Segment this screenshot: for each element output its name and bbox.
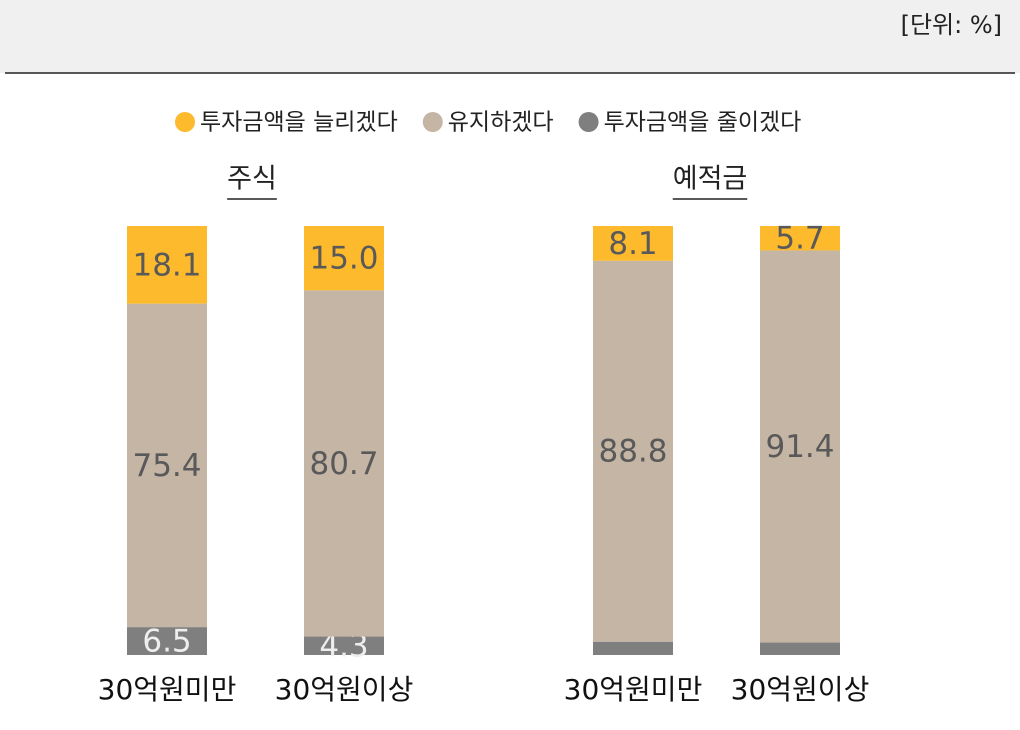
value-label: 8.1 <box>608 226 657 262</box>
bar-segment <box>127 627 207 655</box>
bar-segment <box>593 226 673 261</box>
value-label: 5.7 <box>775 221 824 257</box>
x-tick-label: 30억원이상 <box>275 673 414 706</box>
bar-segment <box>760 250 840 643</box>
legend-label: 투자금액을 늘리겠다 <box>200 110 398 136</box>
panel-title: 주식 <box>227 164 277 195</box>
legend-marker <box>422 112 443 132</box>
value-label: 6.5 <box>142 624 191 660</box>
value-label: 15.0 <box>309 241 378 277</box>
value-label: 18.1 <box>132 247 201 283</box>
legend-label: 투자금액을 줄이겠다 <box>604 110 802 136</box>
bar-segment <box>760 226 840 251</box>
value-label: 75.4 <box>132 448 201 484</box>
x-tick-label: 30억원이상 <box>731 673 870 706</box>
header-band <box>0 0 1020 73</box>
bar-segment <box>127 226 207 304</box>
x-tick-label: 30억원미만 <box>98 673 237 706</box>
legend-marker <box>175 112 195 132</box>
value-label: 88.8 <box>598 434 667 470</box>
legend-label: 유지하겠다 <box>448 110 554 136</box>
bar-segment <box>304 290 384 637</box>
legend-marker <box>578 112 599 132</box>
x-tick-label: 30억원미만 <box>564 673 703 706</box>
bar-segment <box>593 260 673 642</box>
value-label: 80.7 <box>309 446 378 482</box>
bar-segment <box>304 226 384 291</box>
panel-title: 예적금 <box>673 164 748 195</box>
bar-segment <box>593 641 673 655</box>
unit-note: [단위: %] <box>901 11 1002 39</box>
value-label: 91.4 <box>765 429 834 465</box>
bar-segment <box>304 636 384 655</box>
bar-segment <box>127 303 207 628</box>
bar-segment <box>760 642 840 655</box>
